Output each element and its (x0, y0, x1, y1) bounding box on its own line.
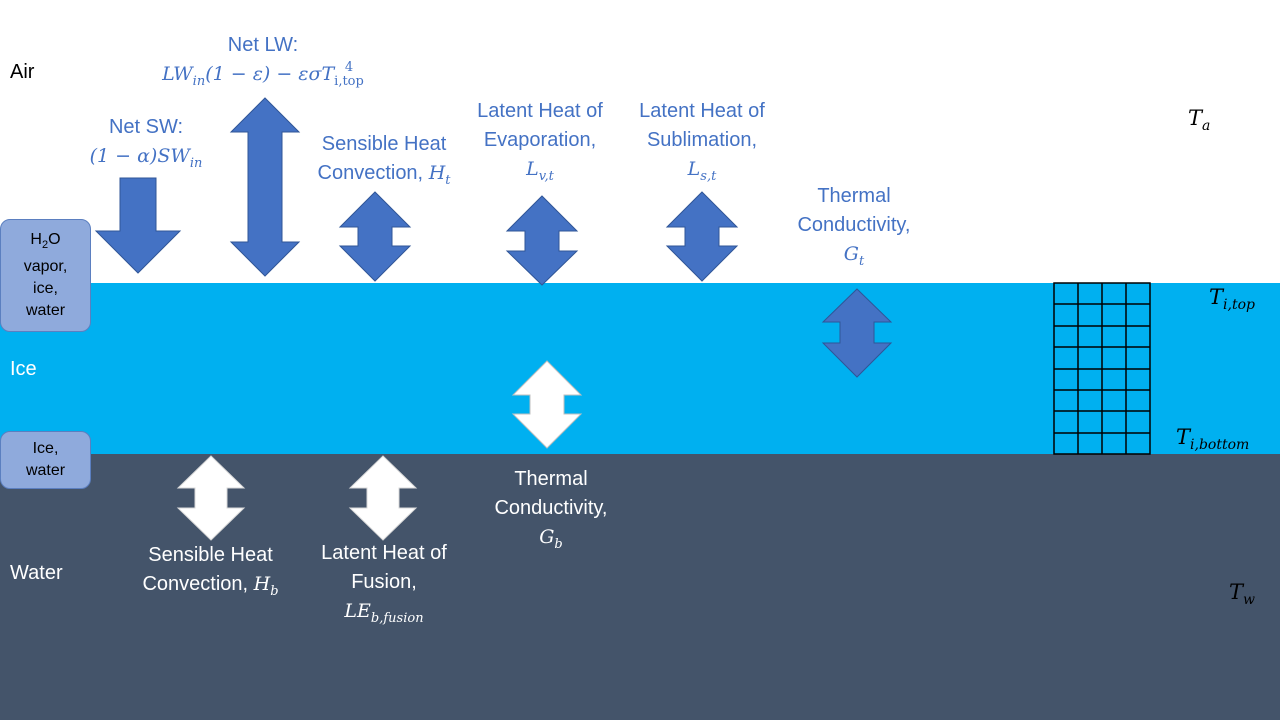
latent-evaporation-arrow (505, 195, 579, 286)
h2o-phase-box: H2O vapor, ice, water (0, 219, 91, 332)
temp-air: Ta (1188, 106, 1211, 135)
temp-ice-bottom: Ti,bottom (1176, 425, 1250, 454)
ice-water-box-line2: water (25, 462, 66, 479)
water-label: Water (10, 562, 63, 584)
net-lw-label: Net LW: LWin(1 − ε) − εσT 4 i,top (162, 34, 364, 89)
ice-water-box-line1: Ice, (32, 440, 59, 457)
net-lw-arrow (229, 97, 301, 277)
thermal-conductivity-bottom-arrow (511, 360, 583, 449)
air-layer (0, 0, 1280, 283)
sensible-heat-top-label: Sensible Heat Convection, Ht (317, 133, 451, 188)
air-label: Air (10, 61, 35, 83)
h2o-box-line2: vapor, (23, 258, 68, 276)
thermal-conductivity-top-arrow (821, 288, 893, 378)
net-sw-arrow (94, 177, 182, 274)
h2o-box-line4: water (25, 302, 66, 320)
latent-fusion-label: Latent Heat of Fusion, LEb,fusion (321, 542, 447, 626)
h2o-box-line3: ice, (33, 280, 58, 298)
thermal-conductivity-bottom-label: Thermal Conductivity, Gb (494, 468, 608, 552)
ice-label: Ice (10, 358, 37, 380)
latent-sublimation-label: Latent Heat of Sublimation, Ls,t (639, 100, 765, 184)
latent-fusion-arrow (348, 455, 418, 541)
sensible-heat-bottom-label: Sensible Heat Convection, Hb (142, 544, 279, 599)
temp-water: Tw (1229, 580, 1255, 609)
h2o-box-line1: H2O (30, 230, 61, 252)
ice-grid (1053, 282, 1151, 455)
latent-evaporation-label: Latent Heat of Evaporation, Lv,t (477, 100, 603, 184)
sensible-heat-bottom-arrow (176, 455, 246, 541)
thermal-conductivity-top-label: Thermal Conductivity, Gt (797, 185, 911, 269)
ice-water-box: Ice, water (0, 431, 91, 489)
sensible-heat-top-arrow (338, 191, 412, 282)
net-sw-label: Net SW: (1 − α)SWin (89, 116, 203, 171)
latent-sublimation-arrow (665, 191, 739, 282)
temp-ice-top: Ti,top (1209, 285, 1255, 314)
